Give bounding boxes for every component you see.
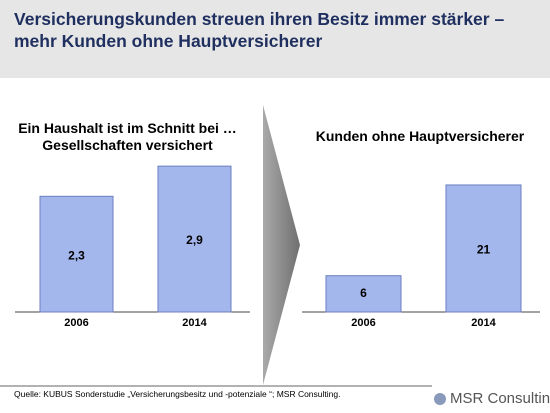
x-tick-label: 2006 xyxy=(351,317,375,329)
bar xyxy=(39,195,114,313)
header-band xyxy=(0,0,550,78)
x-tick-label: 2006 xyxy=(64,317,88,329)
bar xyxy=(325,275,402,313)
x-tick-label: 2014 xyxy=(471,317,496,329)
x-tick-label: 2014 xyxy=(182,317,207,329)
slide-title: Versicherungskunden streuen ihren Besitz… xyxy=(14,9,505,51)
value-label: 6 xyxy=(360,286,367,300)
chart-title: Kunden ohne Hauptversicherer xyxy=(315,128,525,144)
value-label: 2,9 xyxy=(186,233,203,247)
logo: MSR Consulting xyxy=(450,390,550,407)
logo-icon xyxy=(434,393,446,405)
source: Quelle: KUBUS Sonderstudie „Versicherung… xyxy=(14,389,341,399)
value-label: 21 xyxy=(477,243,491,257)
arrow xyxy=(263,105,300,385)
value-label: 2,3 xyxy=(68,248,85,262)
bar xyxy=(157,165,232,313)
bar xyxy=(445,184,522,313)
chart-title: Ein Haushalt ist im Schnitt bei … Gesell… xyxy=(18,120,237,153)
